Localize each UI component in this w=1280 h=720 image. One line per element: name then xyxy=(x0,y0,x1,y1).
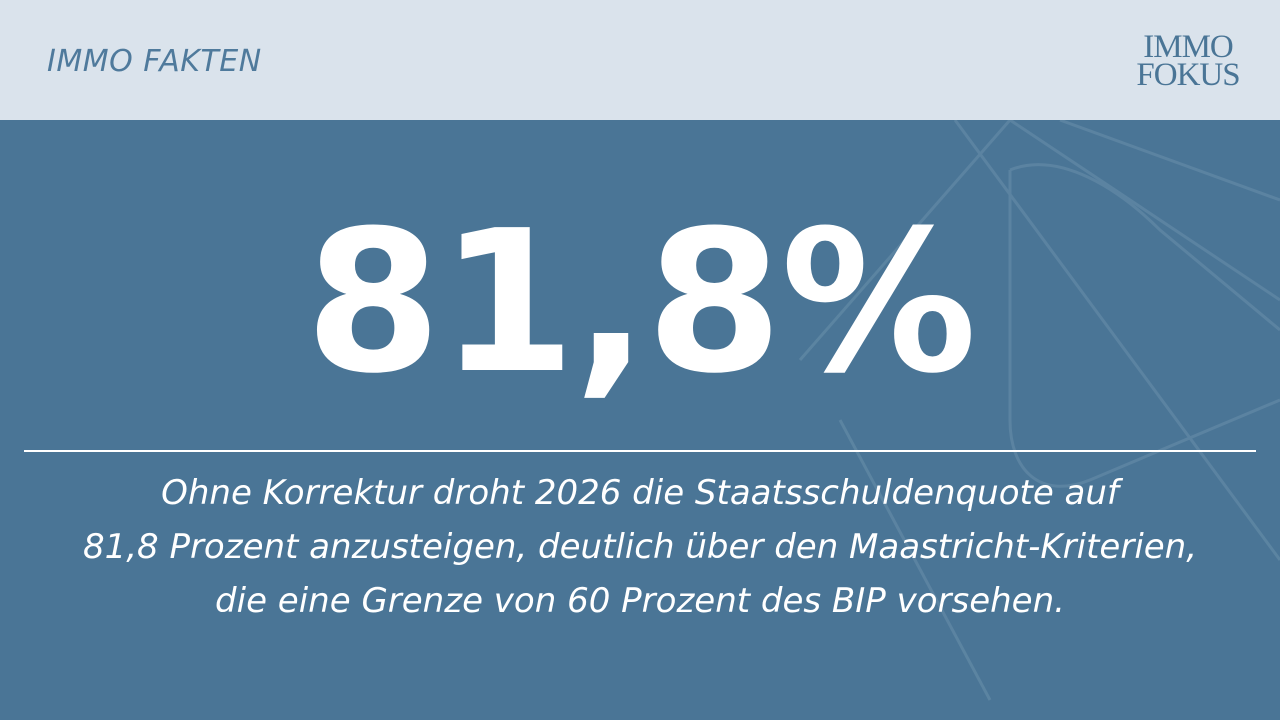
caption: Ohne Korrektur droht 2026 die Staatsschu… xyxy=(20,466,1260,628)
caption-line: Ohne Korrektur droht 2026 die Staatsschu… xyxy=(161,473,1119,513)
header-bar: IMMO FAKTEN IMMO FOKUS xyxy=(0,0,1280,120)
caption-line: die eine Grenze von 60 Prozent des BIP v… xyxy=(215,581,1065,621)
immofokus-logo: IMMO FOKUS xyxy=(1126,29,1250,93)
headline-value: 81,8% xyxy=(305,189,977,417)
section-label: IMMO FAKTEN xyxy=(47,44,262,79)
caption-line: 81,8 Prozent anzusteigen, deutlich über … xyxy=(82,527,1198,567)
divider xyxy=(24,450,1256,452)
logo-line-1: IMMO xyxy=(1143,29,1234,65)
logo-line-2: FOKUS xyxy=(1136,57,1240,93)
